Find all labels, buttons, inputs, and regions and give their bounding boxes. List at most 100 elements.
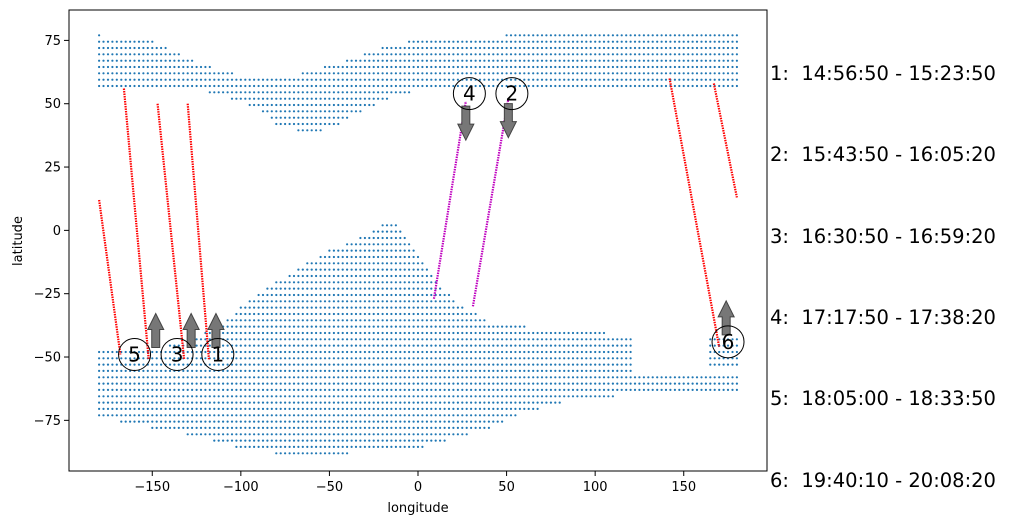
land-dot xyxy=(620,72,623,75)
land-dot xyxy=(124,382,127,385)
land-dot xyxy=(350,420,353,423)
land-dot xyxy=(363,401,366,404)
land-dot xyxy=(629,344,632,347)
land-dot xyxy=(235,369,238,372)
land-dot xyxy=(523,53,526,56)
land-dot xyxy=(399,407,402,410)
land-dot xyxy=(399,344,402,347)
land-dot xyxy=(478,407,482,410)
land-dot xyxy=(540,46,544,50)
land-dot xyxy=(372,395,375,398)
land-dot xyxy=(346,369,349,372)
land-dot xyxy=(713,338,716,341)
land-dot xyxy=(585,350,588,354)
land-dot xyxy=(412,40,415,43)
land-dot xyxy=(523,40,526,43)
land-dot xyxy=(310,110,313,113)
land-dot xyxy=(536,65,539,69)
land-dot xyxy=(439,306,442,309)
land-dot xyxy=(288,306,291,309)
land-dot xyxy=(633,65,637,69)
land-dot xyxy=(385,230,389,233)
land-dot xyxy=(98,414,101,417)
land-dot xyxy=(647,84,650,88)
land-dot xyxy=(487,395,490,398)
land-dot xyxy=(385,426,389,429)
land-dot xyxy=(416,274,420,278)
land-dot xyxy=(709,357,712,360)
land-dot xyxy=(226,319,229,322)
land-dot xyxy=(385,268,389,271)
land-dot xyxy=(301,369,304,372)
land-dot xyxy=(186,65,189,69)
land-dot xyxy=(563,369,566,372)
land-dot xyxy=(279,445,282,448)
land-dot xyxy=(625,388,628,391)
land-dot xyxy=(239,445,242,448)
land-dot xyxy=(359,426,362,429)
land-dot xyxy=(368,319,371,322)
land-dot xyxy=(310,445,313,448)
land-dot xyxy=(222,420,225,423)
land-dot xyxy=(372,312,375,316)
land-dot xyxy=(434,388,437,391)
land-dot xyxy=(554,395,557,398)
land-dot xyxy=(430,281,433,284)
land-dot xyxy=(173,72,176,75)
land-dot xyxy=(456,388,459,391)
land-dot xyxy=(319,452,322,455)
land-dot xyxy=(368,376,371,379)
land-dot xyxy=(545,344,548,347)
land-dot xyxy=(412,407,415,410)
land-dot xyxy=(447,65,451,69)
land-dot xyxy=(328,103,331,107)
land-dot xyxy=(284,388,287,391)
land-dot xyxy=(315,274,318,278)
land-dot xyxy=(731,84,734,88)
land-dot xyxy=(133,395,136,398)
land-dot xyxy=(288,91,291,94)
land-dot xyxy=(266,312,269,316)
land-dot xyxy=(381,369,384,372)
land-dot xyxy=(98,407,101,410)
land-dot xyxy=(713,53,716,56)
land-dot xyxy=(337,376,340,379)
land-dot xyxy=(323,350,327,354)
land-dot xyxy=(310,376,313,379)
land-dot xyxy=(390,401,393,404)
land-dot xyxy=(288,350,291,354)
land-dot xyxy=(306,262,309,265)
land-dot xyxy=(270,382,273,385)
land-dot xyxy=(191,59,194,62)
land-dot xyxy=(540,65,544,69)
land-dot xyxy=(244,426,247,429)
land-dot xyxy=(483,395,486,398)
land-dot xyxy=(709,344,712,347)
land-dot xyxy=(403,46,406,50)
land-dot xyxy=(106,46,110,50)
land-dot xyxy=(554,350,557,354)
land-dot xyxy=(704,65,708,69)
land-dot xyxy=(385,46,389,50)
land-dot xyxy=(656,78,659,81)
land-dot xyxy=(452,401,455,404)
land-dot xyxy=(332,122,335,126)
land-dot xyxy=(337,122,340,126)
land-dot xyxy=(377,407,380,410)
land-dot xyxy=(350,306,353,309)
land-dot xyxy=(580,331,584,335)
land-dot xyxy=(421,53,424,56)
land-dot xyxy=(385,293,389,297)
land-dot xyxy=(523,407,526,410)
land-dot xyxy=(545,388,548,391)
land-dot xyxy=(381,46,384,50)
land-dot xyxy=(288,97,291,100)
land-dot xyxy=(279,433,282,436)
land-dot xyxy=(301,319,304,322)
land-dot xyxy=(456,414,459,417)
land-dot xyxy=(545,78,548,81)
land-dot xyxy=(390,268,393,271)
land-dot xyxy=(474,84,477,88)
land-dot xyxy=(235,445,238,448)
